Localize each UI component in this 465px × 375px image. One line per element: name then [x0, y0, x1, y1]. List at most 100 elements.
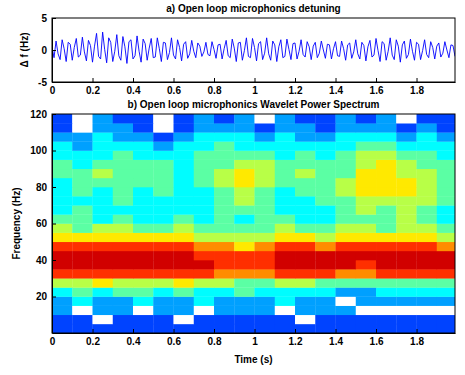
plot-area	[52, 32, 455, 63]
power-cell	[336, 297, 357, 306]
power-cell	[234, 187, 255, 196]
y-tick-mark	[52, 260, 56, 261]
power-cell	[437, 260, 455, 269]
power-cell	[437, 196, 455, 205]
power-cell	[417, 169, 438, 178]
y-tick-label: 20	[36, 291, 48, 302]
power-cell	[153, 315, 174, 324]
power-cell	[356, 187, 377, 196]
y-tick: 120	[30, 109, 56, 120]
power-cell	[194, 242, 215, 251]
power-cell	[255, 169, 276, 178]
power-cell	[336, 306, 357, 315]
power-cell	[113, 287, 134, 296]
power-cell	[376, 141, 397, 150]
y-tick: 100	[30, 145, 56, 156]
power-cell	[93, 324, 114, 333]
y-axis: -505	[38, 13, 56, 88]
x-tick-mark	[133, 78, 134, 82]
power-cell	[255, 242, 276, 251]
power-cell	[275, 114, 296, 123]
power-cell	[113, 178, 134, 187]
power-cell	[93, 151, 114, 160]
power-cell	[52, 141, 73, 150]
power-cell	[194, 224, 215, 233]
power-cell	[194, 141, 215, 150]
y-tick-label: 0	[41, 45, 47, 56]
x-tick-label: 1.4	[329, 336, 343, 347]
y-axis-title: Frequency (Hz)	[11, 187, 22, 259]
power-cell	[174, 169, 195, 178]
power-cell	[295, 205, 316, 214]
power-cell	[295, 224, 316, 233]
x-tick-label: 0	[50, 336, 56, 347]
power-cell	[376, 205, 397, 214]
power-cell	[356, 141, 377, 150]
x-tick: 1.4	[329, 329, 343, 347]
power-cell	[133, 169, 154, 178]
power-cell	[93, 160, 114, 169]
power-cell	[417, 297, 438, 306]
power-cell	[133, 132, 154, 141]
power-cell	[255, 132, 276, 141]
x-tick: 0.8	[208, 329, 222, 347]
y-axis: 20406080100120	[30, 109, 56, 334]
power-cell	[396, 123, 417, 132]
power-cell	[174, 151, 195, 160]
power-cell	[194, 324, 215, 333]
power-cell	[255, 251, 276, 260]
power-cell	[214, 141, 235, 150]
power-cell	[72, 269, 93, 278]
x-tick-label: 1	[252, 85, 258, 96]
y-tick-mark	[52, 224, 56, 225]
power-cell	[275, 242, 296, 251]
y-axis-title: Δ f (Hz)	[19, 33, 30, 68]
power-cell	[133, 315, 154, 324]
power-cell	[72, 187, 93, 196]
power-cell	[72, 306, 93, 315]
power-cell	[113, 141, 134, 150]
power-cell	[113, 269, 134, 278]
power-cell	[376, 306, 397, 315]
power-cell	[295, 114, 316, 123]
power-cell	[214, 205, 235, 214]
power-cell	[295, 233, 316, 242]
power-cell	[214, 169, 235, 178]
power-cell	[72, 251, 93, 260]
power-cell	[336, 114, 357, 123]
power-cell	[437, 324, 455, 333]
power-cell	[93, 123, 114, 132]
power-cell	[234, 287, 255, 296]
power-cell	[356, 269, 377, 278]
power-cell	[275, 260, 296, 269]
power-cell	[356, 224, 377, 233]
power-cell	[52, 178, 73, 187]
x-tick: 1	[252, 78, 258, 96]
power-cell	[194, 278, 215, 287]
power-cell	[336, 169, 357, 178]
power-cell	[93, 306, 114, 315]
power-cell	[174, 114, 195, 123]
power-cell	[133, 178, 154, 187]
power-cell	[336, 251, 357, 260]
power-cell	[336, 315, 357, 324]
power-cell	[396, 132, 417, 141]
y-tick-label: 5	[41, 13, 47, 24]
power-cell	[295, 306, 316, 315]
power-cell	[234, 132, 255, 141]
power-cell	[72, 178, 93, 187]
power-cell	[174, 297, 195, 306]
power-cell	[52, 114, 73, 123]
power-cell	[113, 278, 134, 287]
power-cell	[295, 260, 316, 269]
power-cell	[376, 187, 397, 196]
y-tick: 40	[36, 255, 56, 266]
power-cell	[234, 251, 255, 260]
power-cell	[72, 123, 93, 132]
power-cell	[437, 269, 455, 278]
power-cell	[52, 224, 73, 233]
power-cell	[437, 205, 455, 214]
power-cell	[153, 123, 174, 132]
y-tick-label: 60	[36, 218, 48, 229]
power-cell	[255, 269, 276, 278]
